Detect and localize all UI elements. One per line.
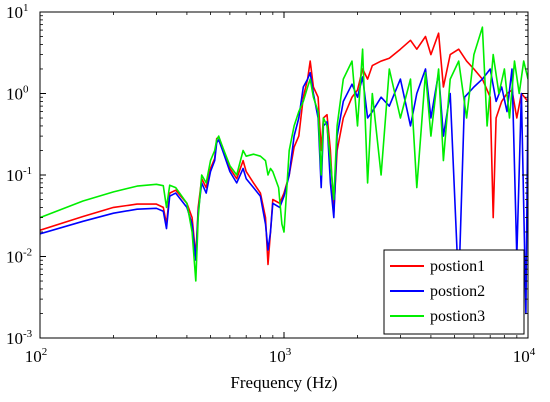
x-axis-label: Frequency (Hz)	[230, 373, 337, 392]
y-tick-label: 10-2	[6, 247, 32, 267]
legend-label-2: postion2	[430, 283, 485, 300]
y-tick-label: 100	[6, 84, 29, 104]
y-tick-label: 101	[6, 2, 29, 22]
x-tick-label: 104	[513, 346, 536, 366]
legend: postion1 postion2 postion3	[383, 249, 525, 335]
y-tick-label: 10-1	[6, 165, 32, 185]
axes-layer: 102 103 104 10-3 10-2 10-1 100 101	[6, 2, 536, 366]
x-tick-label: 103	[269, 346, 292, 366]
x-tick-label: 102	[25, 346, 48, 366]
legend-label-3: postion3	[430, 308, 485, 325]
y-tick-label: 10-3	[6, 328, 33, 348]
legend-box	[383, 249, 525, 335]
series-line-3	[40, 26, 528, 282]
series-layer	[40, 26, 528, 315]
legend-label-1: postion1	[430, 258, 485, 275]
